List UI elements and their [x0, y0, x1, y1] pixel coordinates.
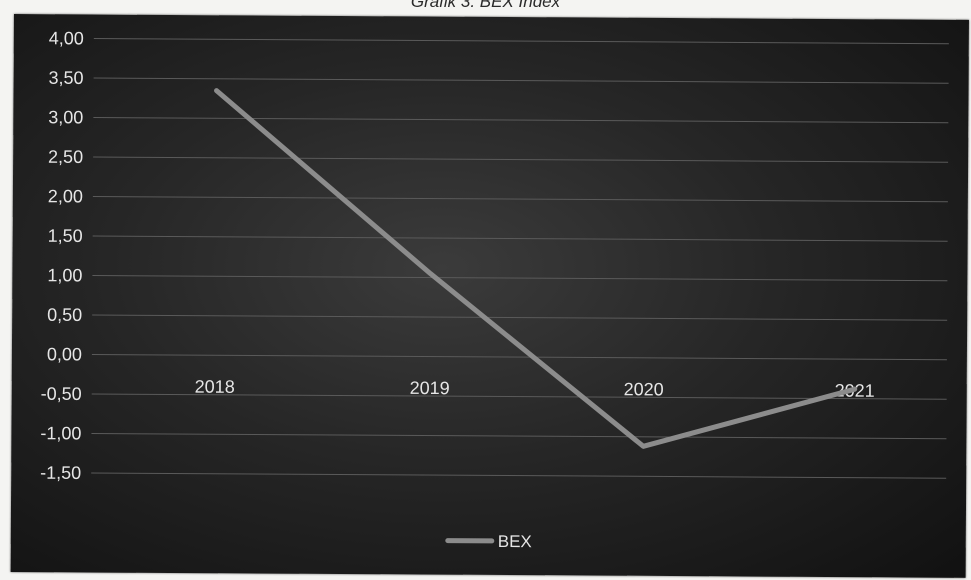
y-tick-label: -0,50 [41, 384, 82, 404]
y-tick-label: 4,00 [49, 28, 84, 48]
y-tick-label: 1,00 [47, 265, 82, 285]
y-tick-label: 0,50 [47, 305, 82, 325]
gridline [93, 156, 949, 163]
y-tick-label: -1,50 [40, 463, 81, 483]
x-category-label: 2020 [624, 379, 664, 399]
gridline [92, 195, 948, 203]
gridline [92, 274, 948, 282]
gridline [93, 116, 949, 124]
y-tick-label: 1,50 [48, 226, 83, 246]
y-tick-label: -1,00 [40, 423, 81, 443]
gridline [93, 37, 949, 45]
gridlines [91, 37, 949, 479]
x-category-label: 2019 [410, 378, 450, 398]
gridline [91, 432, 947, 440]
chart-panel: 4,00 3,50 3,00 2,50 2,00 1,50 1,00 0,50 0,00 -0,5… [10, 14, 969, 578]
gridline [92, 314, 948, 321]
y-tick-label: 2,50 [48, 147, 83, 167]
legend: BEX [445, 532, 532, 551]
y-tick-label: 0,00 [47, 344, 82, 364]
y-tick-label: 3,50 [49, 68, 84, 88]
y-axis-tick-labels: 4,00 3,50 3,00 2,50 2,00 1,50 1,00 0,50 0,00 -0,5… [40, 28, 84, 483]
x-category-label: 2018 [195, 377, 235, 397]
y-tick-label: 3,00 [48, 107, 83, 127]
legend-label: BEX [498, 532, 532, 551]
gridline [91, 393, 947, 400]
gridline [91, 353, 947, 361]
y-tick-label: 2,00 [48, 186, 83, 206]
line-chart: 4,00 3,50 3,00 2,50 2,00 1,50 1,00 0,50 0,00 -0,5… [40, 28, 949, 551]
gridline [93, 77, 949, 84]
series-line-bex [214, 88, 858, 449]
page-title: Grafik 3. BEX Index [410, 0, 561, 11]
gridline [91, 472, 947, 479]
series-lines [214, 88, 858, 449]
gridline [92, 235, 948, 242]
